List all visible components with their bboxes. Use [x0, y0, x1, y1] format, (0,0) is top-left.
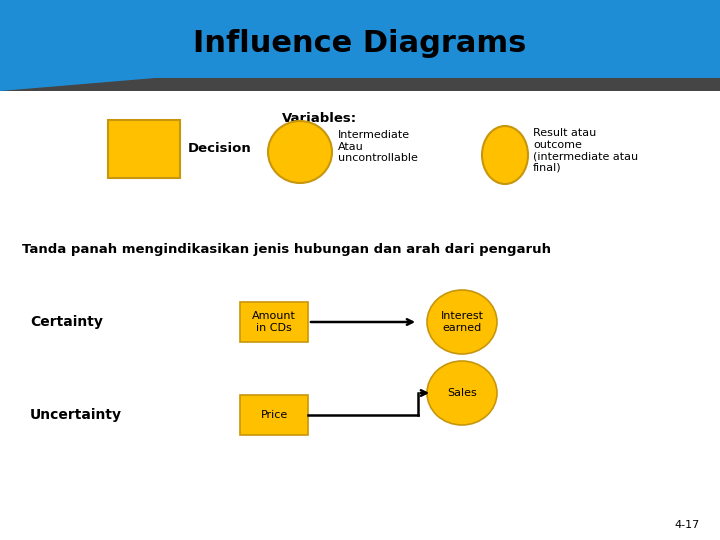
Text: Interest
earned: Interest earned: [441, 311, 484, 333]
Bar: [108, 120, 180, 178]
Bar: [0, 78, 720, 91]
Text: Influence Diagrams: Influence Diagrams: [193, 30, 527, 58]
Ellipse shape: [427, 290, 497, 354]
Text: 4-17: 4-17: [675, 520, 700, 530]
Text: Result atau
outcome
(intermediate atau
final): Result atau outcome (intermediate atau f…: [533, 128, 638, 173]
Text: Sales: Sales: [447, 388, 477, 398]
Text: Variables:: Variables:: [282, 112, 357, 125]
Ellipse shape: [268, 121, 332, 183]
Text: Decision: Decision: [188, 143, 252, 156]
Ellipse shape: [427, 361, 497, 425]
Ellipse shape: [482, 126, 528, 184]
Text: Intermediate
Atau
uncontrollable: Intermediate Atau uncontrollable: [338, 130, 418, 163]
Text: Price: Price: [261, 410, 287, 420]
Polygon shape: [0, 78, 155, 91]
Bar: [0, 0, 720, 78]
Bar: [240, 395, 308, 435]
Text: Uncertainty: Uncertainty: [30, 408, 122, 422]
Bar: [240, 302, 308, 342]
Text: Tanda panah mengindikasikan jenis hubungan dan arah dari pengaruh: Tanda panah mengindikasikan jenis hubung…: [22, 243, 551, 256]
Text: Amount
in CDs: Amount in CDs: [252, 311, 296, 333]
Text: Certainty: Certainty: [30, 315, 103, 329]
